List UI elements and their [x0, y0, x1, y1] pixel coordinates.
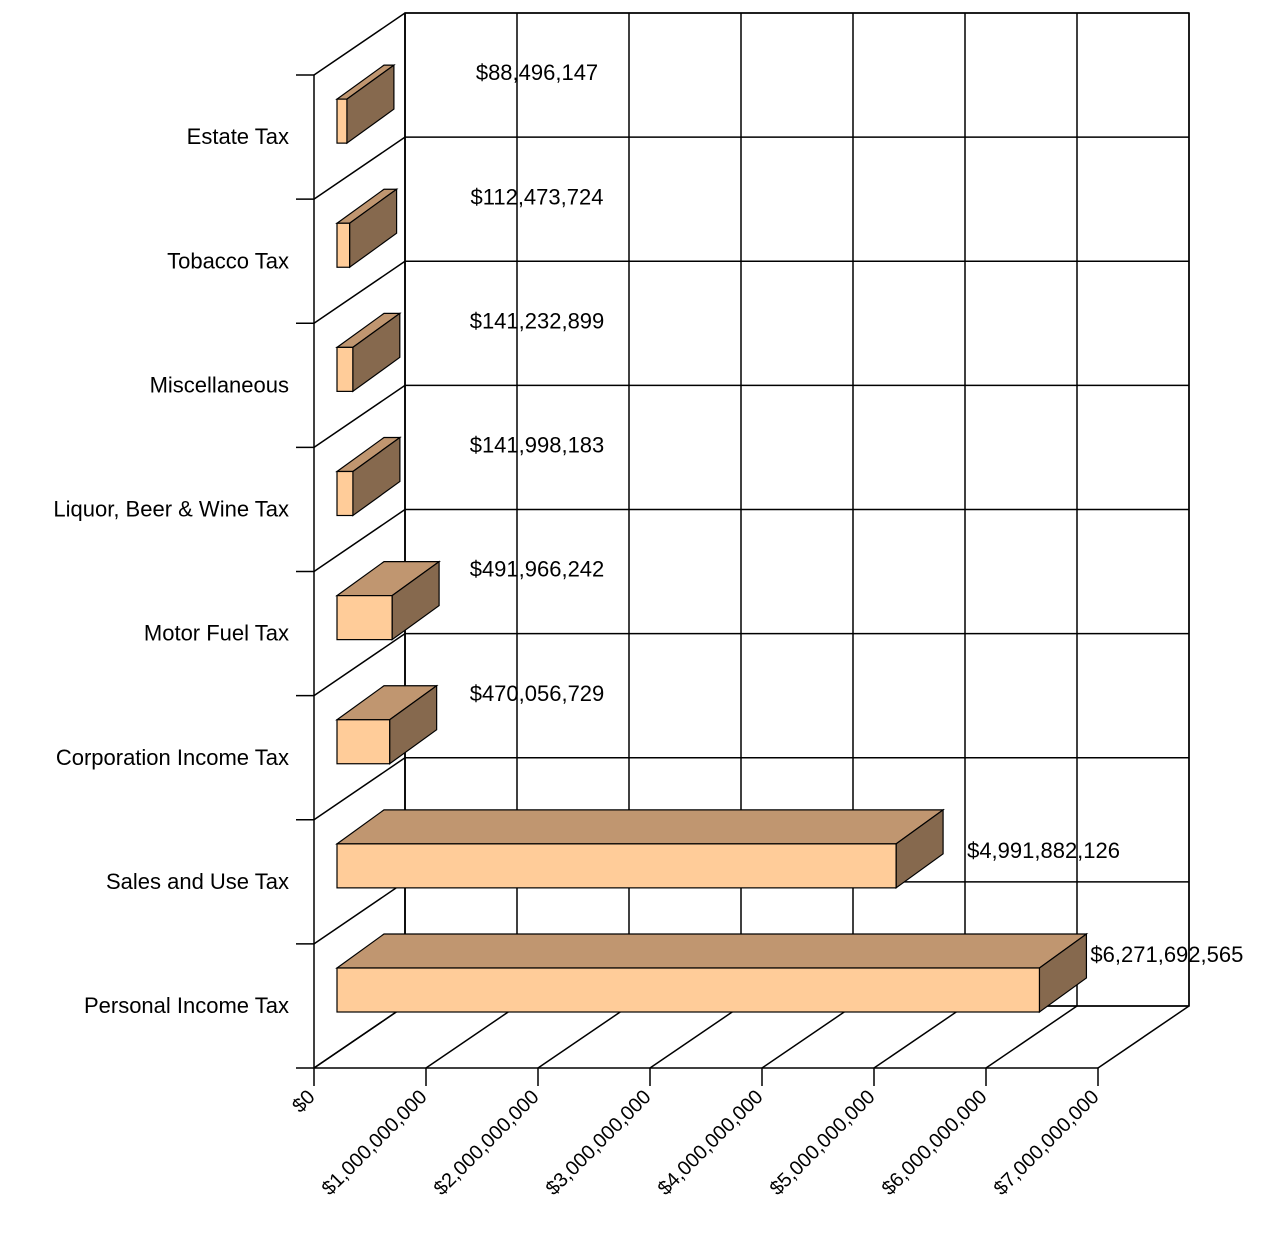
floor-line — [761, 1005, 854, 1069]
left-wall-line — [313, 260, 406, 324]
bar-top-face — [335, 809, 945, 845]
bar-top-face — [335, 933, 1089, 969]
category-label: Sales and Use Tax — [106, 869, 289, 894]
x-tick-label: $0 — [288, 1086, 319, 1117]
category-label: Miscellaneous — [150, 372, 289, 397]
category-label: Motor Fuel Tax — [144, 621, 289, 646]
floor-line — [985, 1005, 1078, 1069]
data-label: $112,473,724 — [471, 184, 604, 209]
left-wall-line — [313, 881, 406, 945]
bar-front-face — [336, 967, 1041, 1013]
bar-front-face — [336, 98, 348, 144]
bar-front-face — [336, 595, 393, 641]
x-tick-label: $5,000,000,000 — [766, 1086, 880, 1200]
data-label: $470,056,729 — [470, 681, 605, 706]
left-wall-line — [313, 136, 406, 200]
category-label: Estate Tax — [187, 124, 289, 149]
floor-line — [873, 1005, 966, 1069]
left-wall-line — [313, 508, 406, 573]
category-label: Liquor, Beer & Wine Tax — [53, 497, 289, 522]
chart-bars — [335, 63, 1089, 1014]
x-tick-label: $2,000,000,000 — [430, 1086, 544, 1200]
left-wall-line — [313, 384, 406, 448]
category-label: Tobacco Tax — [167, 248, 289, 273]
left-wall-line — [313, 12, 406, 76]
x-tick-label: $7,000,000,000 — [990, 1086, 1104, 1200]
data-label: $141,232,899 — [470, 308, 605, 333]
data-label: $88,496,147 — [476, 60, 598, 85]
bar-front-face — [336, 222, 351, 268]
left-wall-line — [313, 633, 406, 697]
data-label: $6,271,692,565 — [1090, 942, 1243, 967]
x-tick-label: $1,000,000,000 — [318, 1086, 432, 1200]
x-tick-label: $3,000,000,000 — [542, 1086, 656, 1200]
bar-front-face — [336, 843, 897, 889]
category-label: Personal Income Tax — [84, 993, 289, 1018]
x-tick-label: $4,000,000,000 — [654, 1086, 768, 1200]
floor-line — [313, 1005, 406, 1069]
category-label: Corporation Income Tax — [56, 745, 289, 770]
data-label: $141,998,183 — [470, 433, 605, 458]
floor-line — [649, 1005, 742, 1069]
data-label: $491,966,242 — [470, 557, 605, 582]
floor-line — [537, 1005, 630, 1069]
x-tick-label: $6,000,000,000 — [878, 1086, 992, 1200]
data-label: $4,991,882,126 — [967, 838, 1120, 863]
bar-front-face — [336, 346, 354, 392]
bar-front-face — [336, 719, 391, 765]
bar-front-face — [336, 470, 354, 517]
chart-labels: $0$1,000,000,000$2,000,000,000$3,000,000… — [53, 60, 1243, 1200]
floor-line — [1097, 1005, 1190, 1069]
chart-grid — [296, 12, 1190, 1086]
floor-line — [425, 1005, 518, 1069]
left-wall-line — [313, 757, 406, 821]
